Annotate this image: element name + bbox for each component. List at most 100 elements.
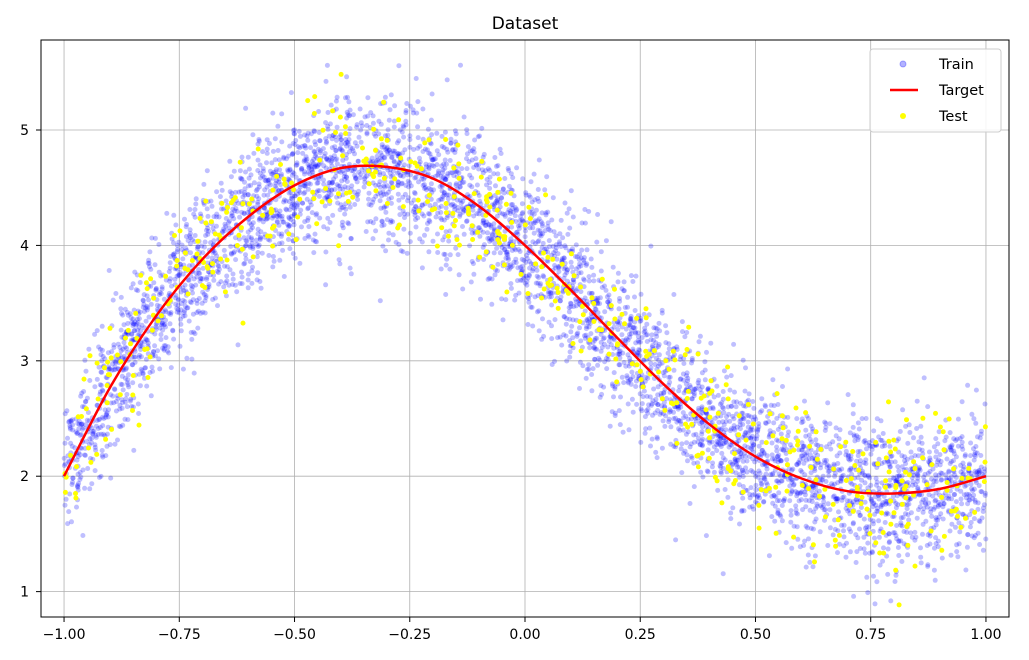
train-point	[761, 499, 767, 504]
train-point	[338, 137, 344, 143]
train-point	[322, 203, 328, 209]
train-point	[388, 92, 394, 98]
train-point	[836, 509, 841, 515]
train-point	[377, 179, 383, 185]
train-point	[654, 455, 660, 461]
train-point	[178, 328, 184, 334]
train-point	[198, 211, 203, 217]
train-point	[340, 168, 346, 174]
train-point	[386, 237, 391, 243]
train-point	[599, 391, 605, 397]
train-point	[799, 440, 805, 446]
train-point	[693, 418, 699, 424]
test-point	[608, 303, 614, 309]
train-point	[471, 213, 477, 219]
train-point	[368, 202, 374, 208]
train-point	[862, 499, 868, 505]
train-point	[471, 271, 477, 277]
train-point	[781, 497, 787, 503]
train-point	[260, 219, 266, 225]
train-point	[730, 413, 736, 419]
train-point	[834, 453, 840, 459]
train-point	[969, 411, 975, 417]
test-point	[836, 532, 842, 538]
test-point	[643, 315, 649, 321]
train-point	[935, 538, 941, 544]
train-point	[680, 329, 685, 335]
train-point	[429, 132, 435, 138]
train-point	[592, 356, 598, 362]
test-point	[81, 376, 87, 382]
test-point	[323, 186, 329, 191]
train-point	[287, 207, 293, 213]
train-point	[557, 298, 563, 304]
train-point	[233, 257, 239, 263]
train-point	[124, 404, 130, 410]
train-point	[147, 249, 153, 255]
train-point	[853, 532, 859, 538]
train-point	[666, 346, 672, 352]
train-point	[461, 231, 467, 237]
train-point	[918, 560, 924, 566]
train-point	[152, 343, 158, 349]
train-point	[508, 208, 514, 214]
train-point	[878, 418, 884, 424]
train-point	[239, 154, 245, 160]
train-point	[968, 471, 974, 476]
train-point	[693, 386, 699, 392]
train-point	[889, 482, 895, 488]
train-point	[378, 205, 384, 211]
train-point	[921, 474, 927, 480]
train-point	[428, 117, 434, 123]
train-point	[777, 458, 783, 463]
train-point	[109, 367, 115, 373]
train-point	[153, 286, 159, 292]
train-point	[62, 411, 68, 417]
test-point	[360, 145, 365, 151]
train-point	[969, 486, 975, 492]
train-point	[949, 521, 955, 527]
train-point	[759, 447, 765, 453]
test-point	[237, 159, 243, 165]
train-point	[536, 157, 542, 163]
test-point	[891, 510, 897, 516]
train-point	[478, 296, 483, 302]
train-point	[514, 229, 520, 235]
test-point	[736, 432, 742, 438]
train-point	[906, 422, 912, 428]
test-point	[791, 534, 797, 540]
train-point	[887, 464, 893, 470]
train-point	[586, 362, 592, 368]
train-point	[395, 151, 401, 157]
train-point	[978, 464, 984, 470]
train-point	[770, 377, 776, 383]
train-point	[960, 511, 965, 517]
train-point	[971, 416, 977, 422]
train-point	[211, 238, 217, 244]
train-point	[254, 241, 260, 247]
train-point	[801, 443, 806, 449]
test-point	[312, 94, 318, 100]
train-point	[893, 533, 899, 538]
train-point	[885, 511, 891, 517]
train-point	[356, 188, 362, 194]
train-point	[633, 378, 639, 384]
train-point	[561, 266, 567, 272]
train-point	[454, 169, 460, 174]
train-point	[343, 137, 349, 142]
test-point	[951, 466, 957, 472]
train-point	[330, 212, 336, 218]
train-point	[425, 126, 431, 132]
train-point	[458, 200, 464, 206]
train-point	[435, 210, 441, 216]
train-point	[968, 440, 974, 446]
train-point	[657, 411, 663, 417]
test-point	[216, 232, 222, 238]
train-point	[475, 134, 481, 140]
train-point	[413, 174, 419, 180]
train-point	[729, 461, 735, 467]
train-point	[775, 454, 781, 460]
train-point	[290, 251, 296, 257]
test-point	[271, 223, 277, 229]
train-point	[688, 384, 694, 390]
